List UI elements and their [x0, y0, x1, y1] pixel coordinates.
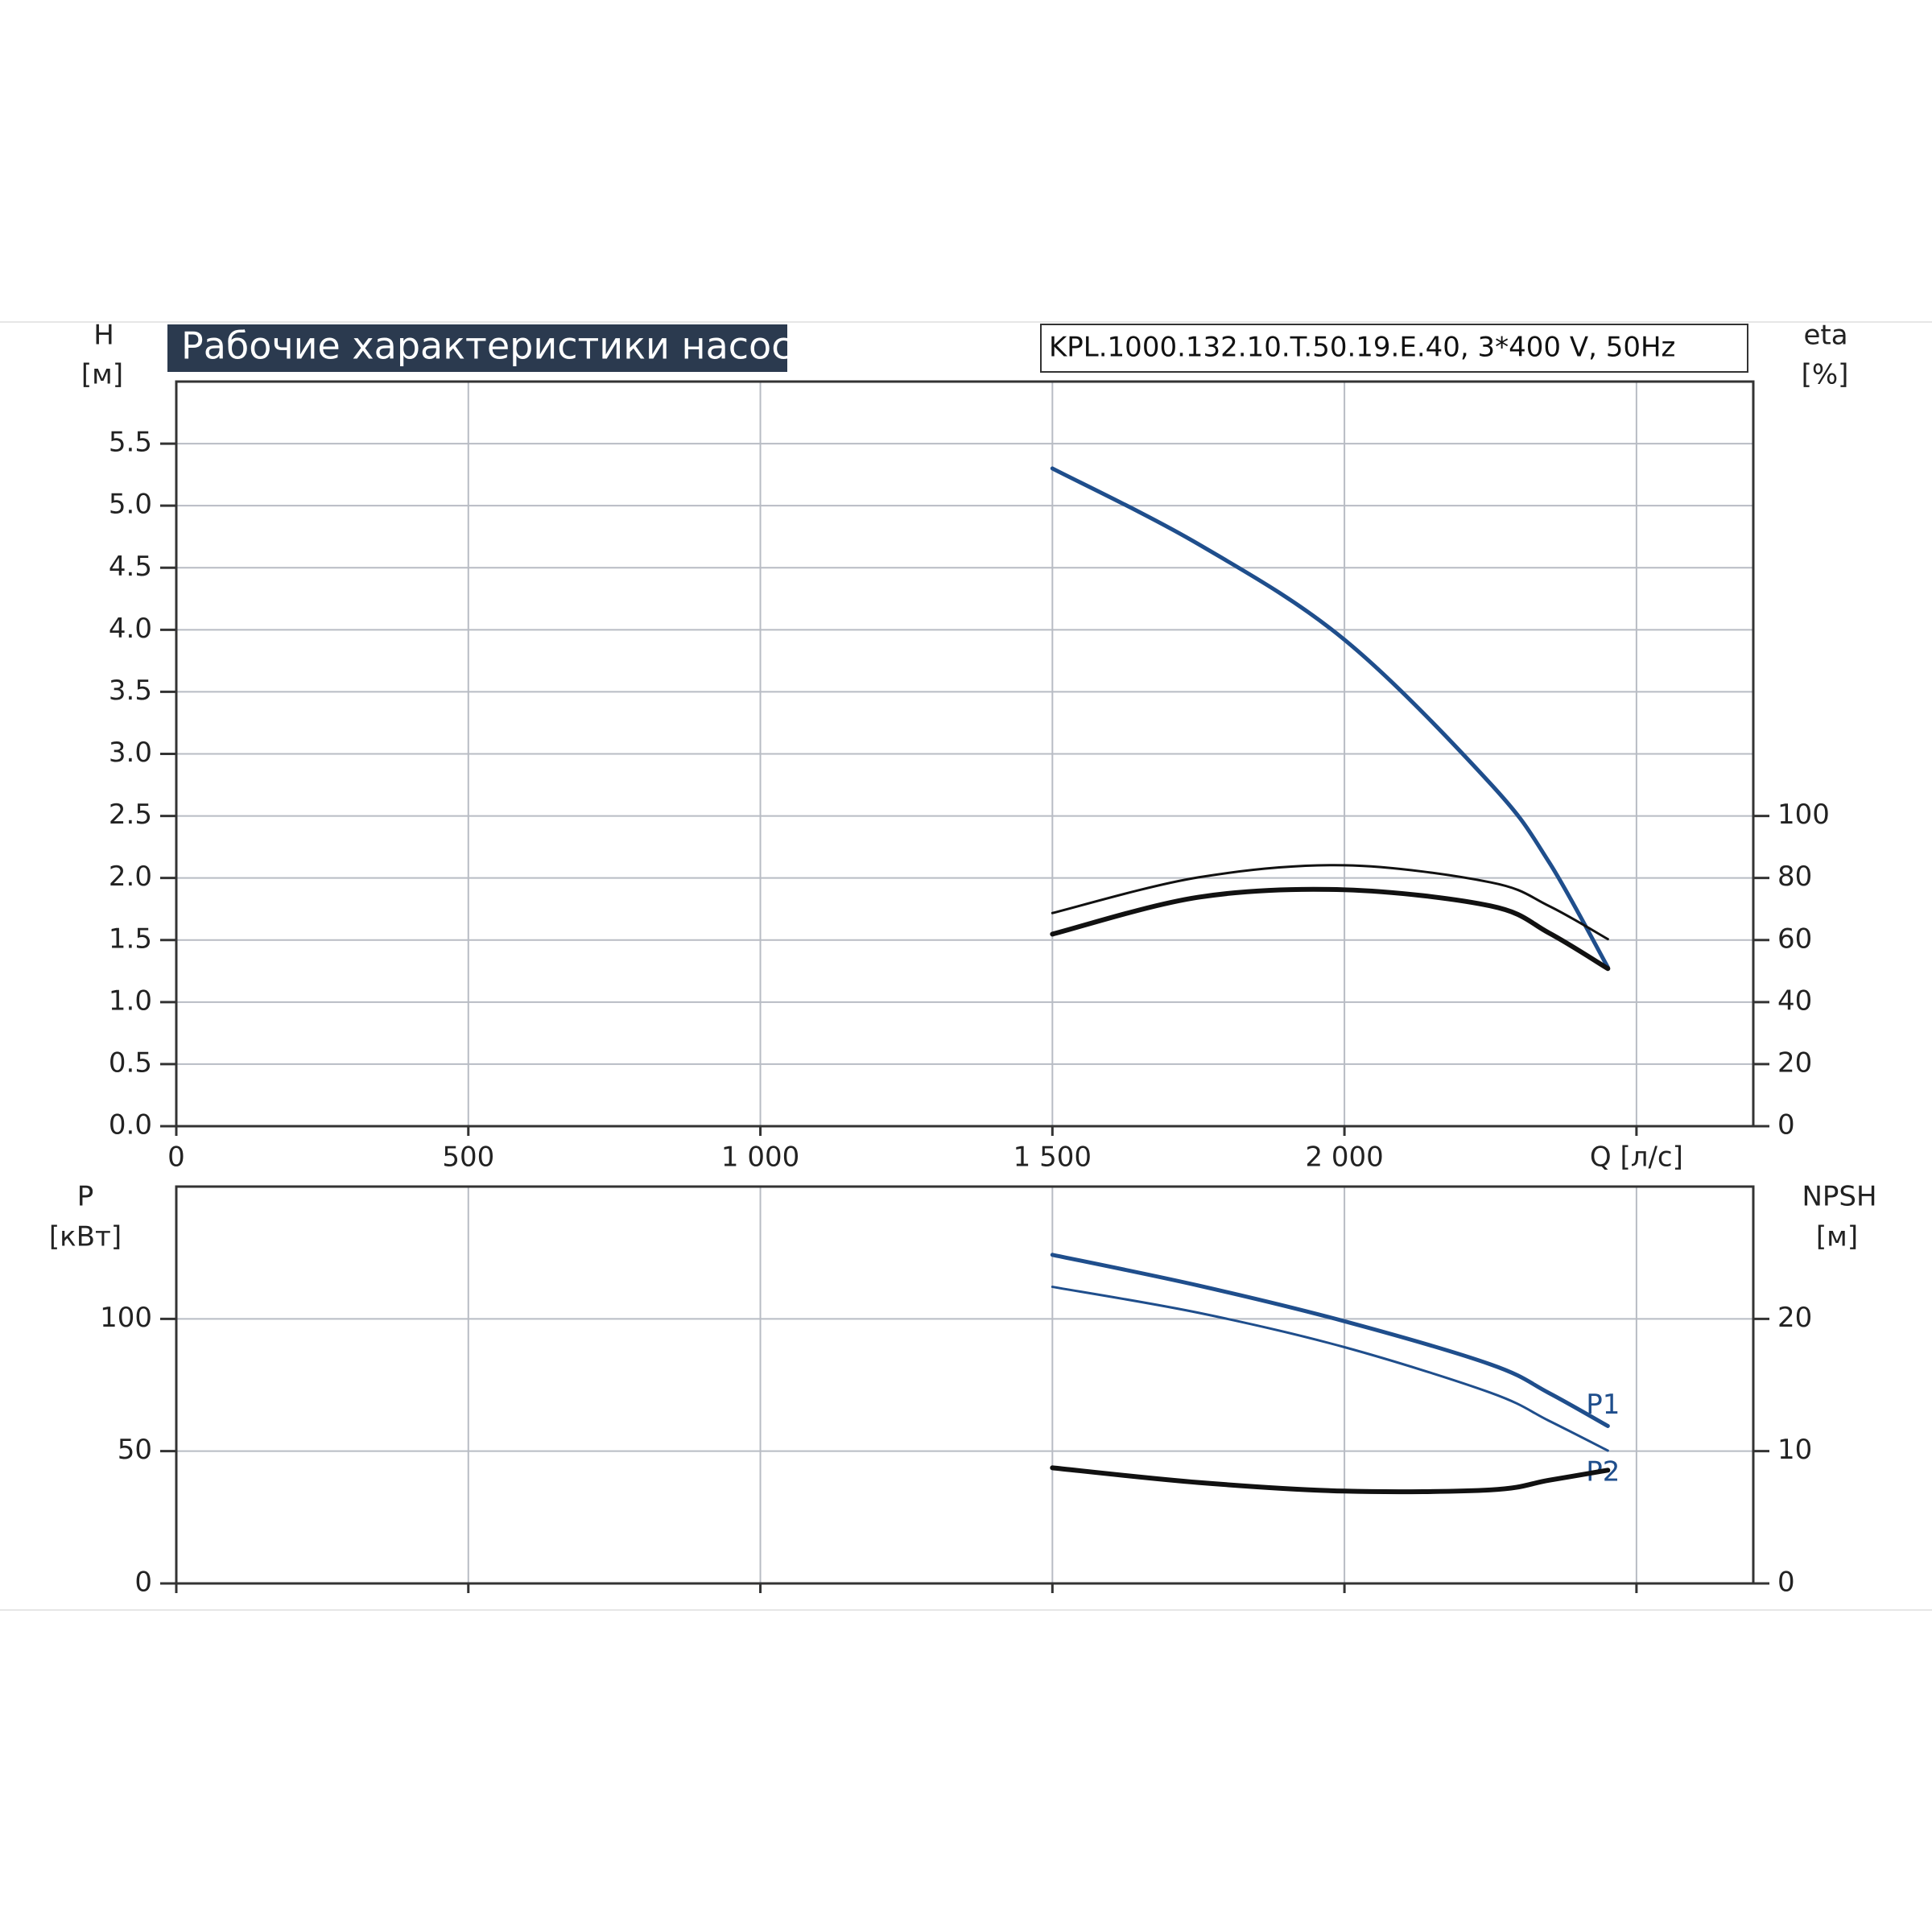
title-box: [167, 324, 787, 372]
y2-axis-unit: [м]: [1816, 1221, 1858, 1253]
x-tick-label: 1 000: [721, 1141, 799, 1174]
chart-title: Рабочие характеристики насоса: [181, 324, 815, 368]
x-tick-label: 1 500: [1013, 1141, 1092, 1174]
legend-label: P1: [1586, 1389, 1620, 1421]
y2-tick-label: 40: [1777, 985, 1812, 1017]
y2-axis-unit: [%]: [1802, 359, 1849, 391]
y-axis-label: H: [93, 320, 114, 352]
y-tick-label: 2.5: [109, 799, 152, 831]
y-tick-label: 5.5: [109, 427, 152, 459]
y-tick-label: 3.5: [109, 675, 152, 707]
y-tick-label: 50: [118, 1434, 152, 1466]
x-tick-label: Q [л/с]: [1590, 1141, 1683, 1174]
y-tick-label: 1.0: [109, 985, 152, 1017]
x-tick-label: 500: [442, 1141, 494, 1174]
model-box: [1040, 324, 1748, 373]
series-line: [1050, 1465, 1611, 1495]
y2-tick-label: 80: [1777, 861, 1812, 893]
y-tick-label: 4.5: [109, 551, 152, 583]
series-line: [1051, 1286, 1609, 1452]
plot-frame: [175, 380, 1755, 1128]
series-line: [1050, 1253, 1610, 1428]
y-axis-unit: [м]: [81, 359, 123, 391]
y2-axis-label: eta: [1803, 320, 1847, 352]
y-tick-label: 2.0: [109, 861, 152, 893]
y2-tick-label: 0: [1777, 1567, 1795, 1599]
y2-tick-label: 60: [1777, 923, 1812, 955]
y2-tick-label: 20: [1777, 1302, 1812, 1334]
y-tick-label: 3.0: [109, 737, 152, 769]
y-tick-label: 4.0: [109, 613, 152, 645]
plot-area: [176, 1187, 1753, 1583]
y2-axis-label: NPSH: [1802, 1181, 1876, 1213]
y-tick-label: 0.0: [109, 1109, 152, 1141]
x-tick-label: 2 000: [1305, 1141, 1383, 1174]
x-tick-label: 0: [167, 1141, 185, 1174]
chart-subtitle: KPL.1000.132.10.T.50.19.E.40, 3*400 V, 5…: [1049, 332, 1675, 364]
y2-tick-label: 20: [1777, 1046, 1812, 1079]
y-tick-label: 5.0: [109, 489, 152, 521]
series-line: [1051, 864, 1609, 941]
y-tick-label: 0: [134, 1567, 152, 1599]
y-axis-unit: [кВт]: [49, 1221, 122, 1253]
series-line: [1050, 466, 1610, 970]
y-tick-label: 1.5: [109, 923, 152, 955]
y2-tick-label: 100: [1777, 799, 1830, 831]
y-tick-label: 0.5: [109, 1046, 152, 1079]
y-tick-label: 100: [100, 1302, 152, 1334]
y2-tick-label: 0: [1777, 1109, 1795, 1141]
y2-tick-label: 10: [1777, 1434, 1812, 1466]
series-line: [1050, 886, 1611, 972]
plot-frame: [175, 1185, 1755, 1585]
y-axis-label: P: [77, 1181, 94, 1213]
